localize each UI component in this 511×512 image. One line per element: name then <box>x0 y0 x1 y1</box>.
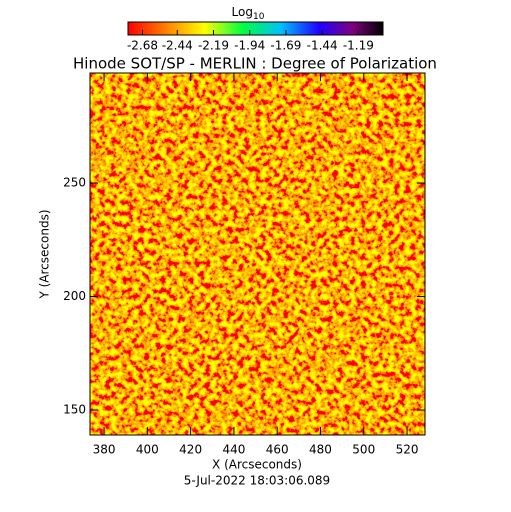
plot-frame <box>89 72 426 436</box>
colorbar-title: Log10 <box>232 5 265 22</box>
footer-date: 5-Jul-2022 18:03:06.089 <box>184 474 330 488</box>
x-tick-label: 500 <box>352 443 375 457</box>
heatmap-image <box>90 73 425 435</box>
chart-title: Hinode SOT/SP - MERLIN : Degree of Polar… <box>73 55 437 73</box>
colorbar <box>127 21 384 36</box>
x-axis-label: X (Arcseconds) <box>212 458 302 472</box>
colorbar-tick-label: -1.19 <box>343 39 374 53</box>
colorbar-tick-label: -1.94 <box>234 39 265 53</box>
colorbar-tick-label: -2.44 <box>162 39 193 53</box>
colorbar-tick-label: -2.19 <box>198 39 229 53</box>
colorbar-tick-label: -2.68 <box>127 39 158 53</box>
x-tick-label: 380 <box>93 443 116 457</box>
x-tick-label: 420 <box>179 443 202 457</box>
colorbar-tick-label: -1.69 <box>270 39 301 53</box>
y-tick-label: 150 <box>63 403 86 417</box>
x-tick-label: 400 <box>136 443 159 457</box>
y-tick-label: 200 <box>63 289 86 303</box>
x-tick-label: 440 <box>222 443 245 457</box>
y-tick-label: 250 <box>63 176 86 190</box>
x-tick-label: 520 <box>396 443 419 457</box>
x-tick-label: 460 <box>266 443 289 457</box>
colorbar-tick-label: -1.44 <box>307 39 338 53</box>
x-tick-label: 480 <box>309 443 332 457</box>
y-axis-label: Y (Arcseconds) <box>38 209 52 299</box>
